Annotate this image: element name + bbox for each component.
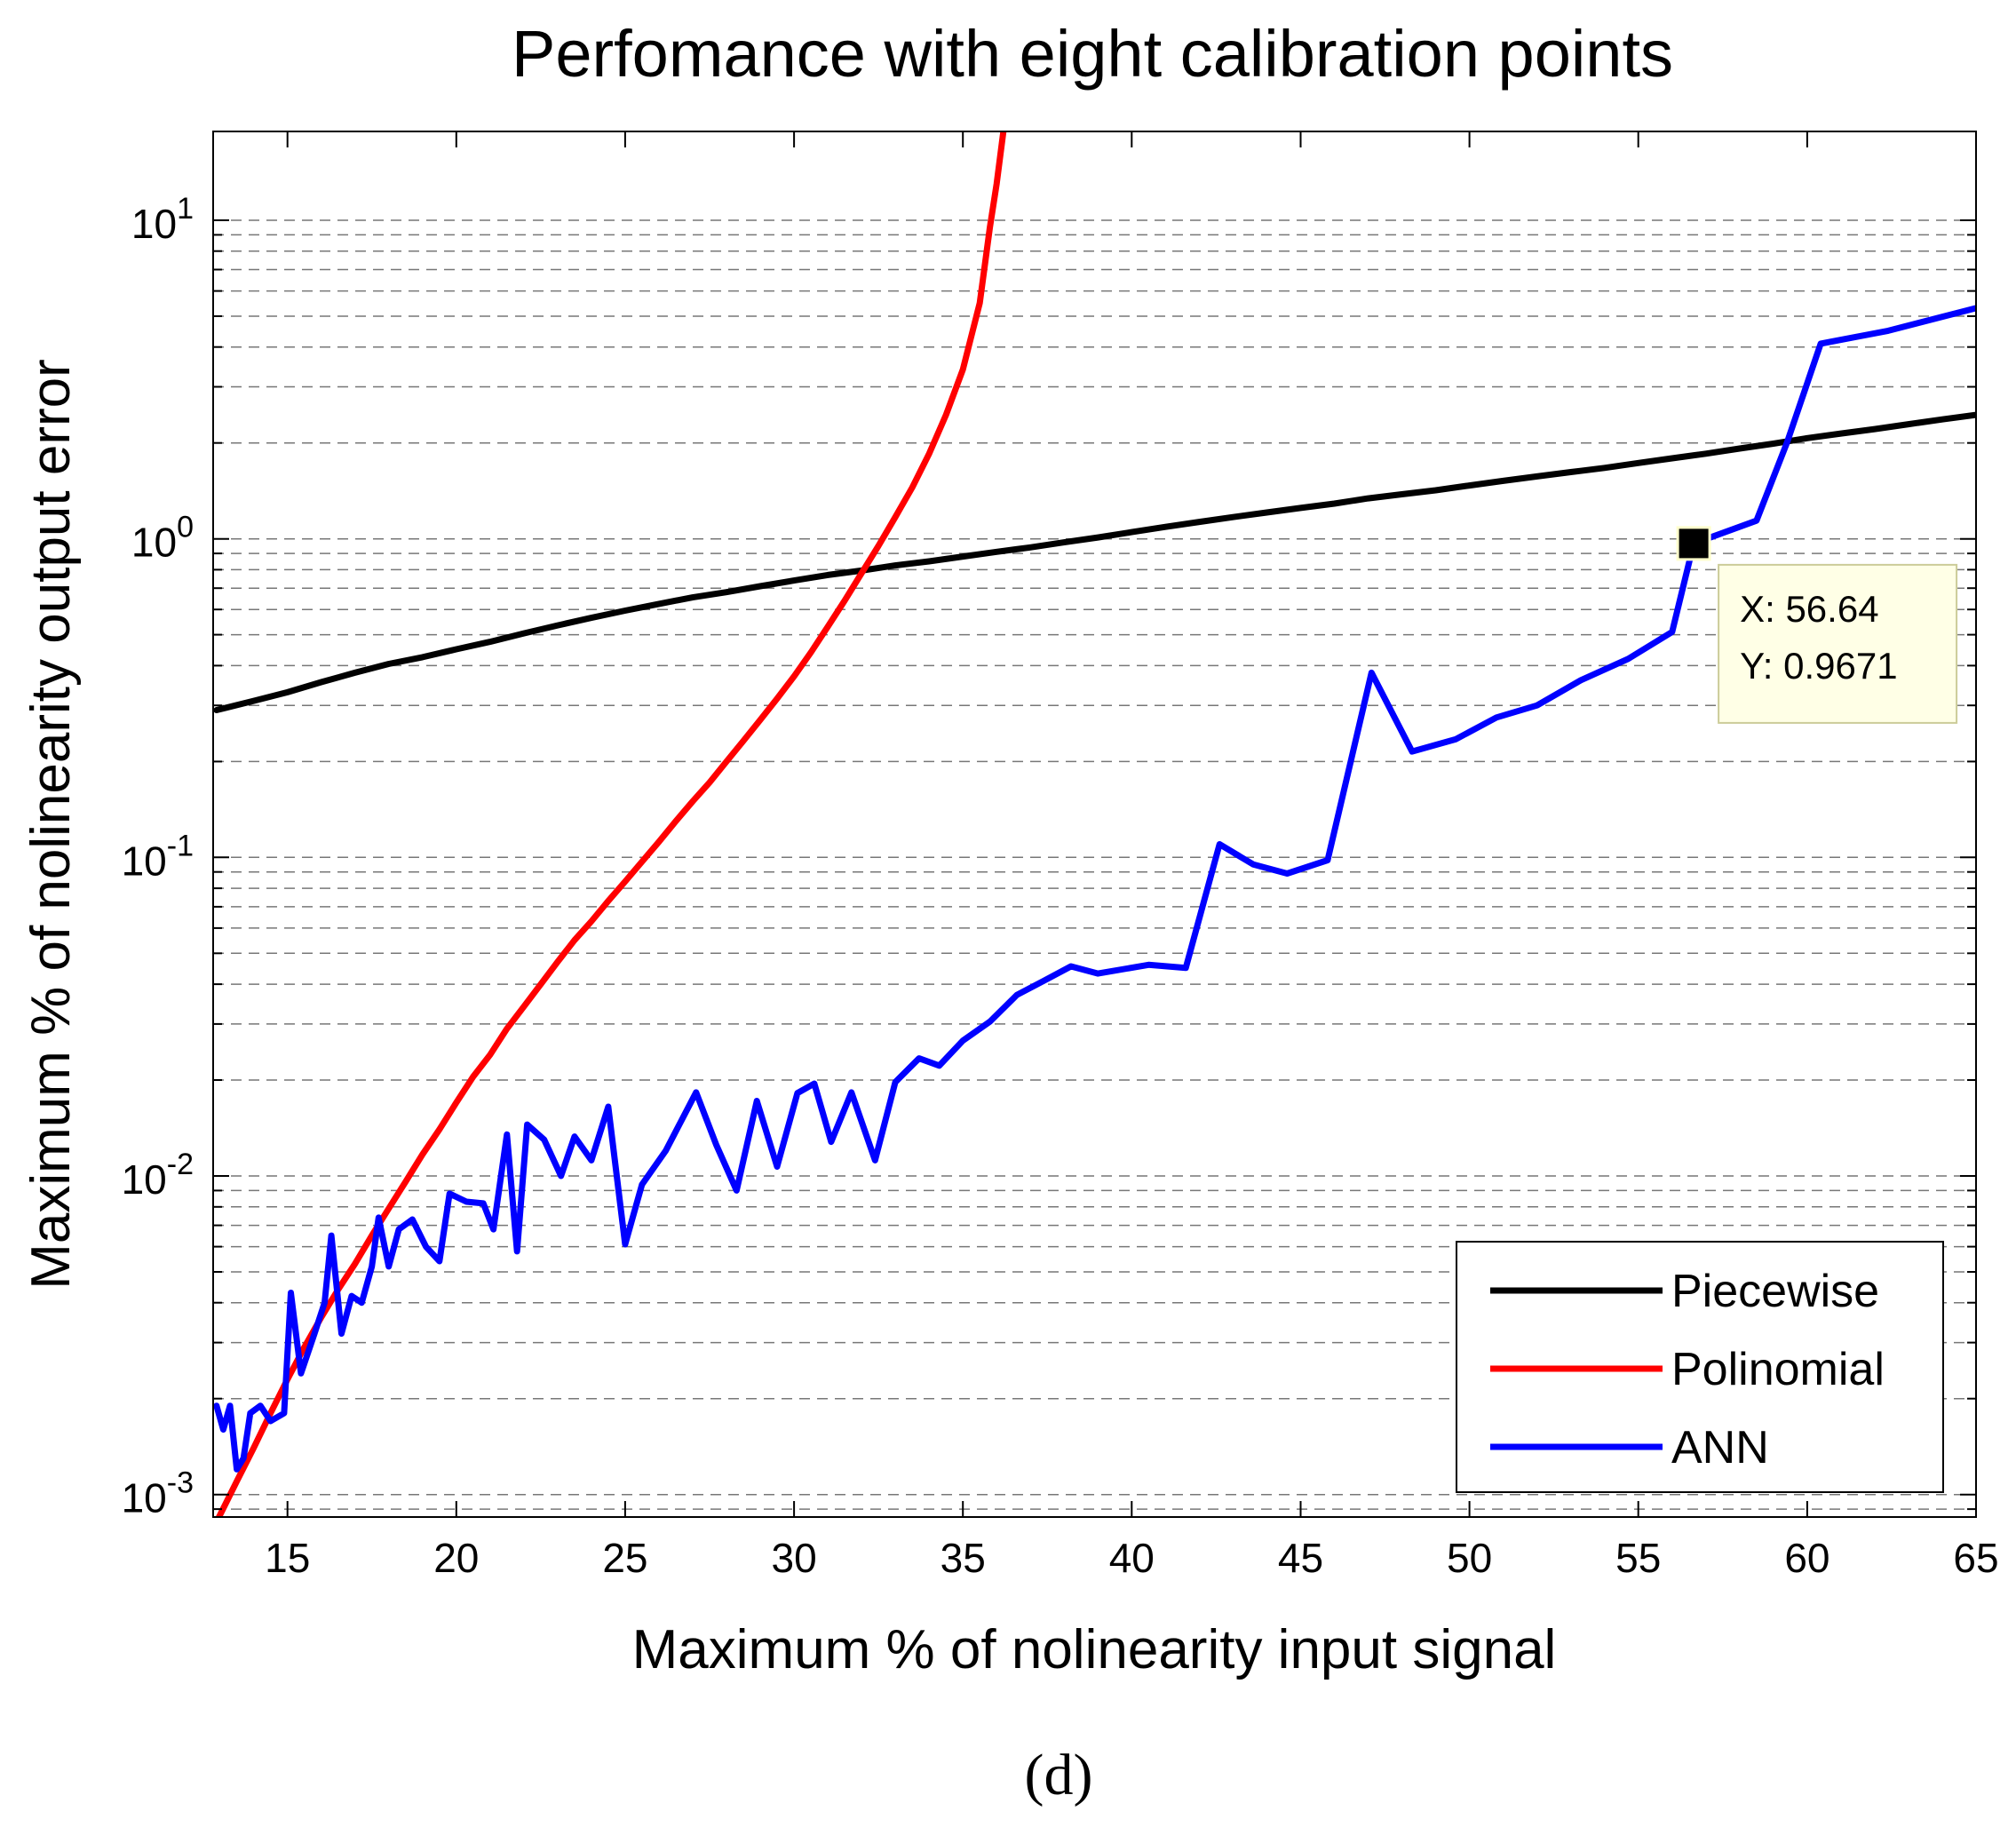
datatip-y-text: Y: 0.9671 <box>1740 645 1898 687</box>
x-tick-label: 40 <box>1109 1535 1155 1581</box>
datatip-box <box>1718 563 1958 724</box>
datatip-x-text: X: 56.64 <box>1740 588 1878 630</box>
legend: Piecewise Polinomial ANN <box>1456 1241 1944 1493</box>
x-tick-label: 35 <box>941 1535 986 1581</box>
legend-label-piecewise: Piecewise <box>1671 1266 1879 1317</box>
y-tick-label: 10-3 <box>122 1466 194 1521</box>
y-tick-label: 10-2 <box>122 1148 194 1203</box>
x-tick-label: 55 <box>1615 1535 1661 1581</box>
datatip-layer: X: 56.64 Y: 0.9671 <box>1676 526 1958 724</box>
x-tick-label: 25 <box>602 1535 647 1581</box>
x-tick-label: 45 <box>1278 1535 1323 1581</box>
y-axis-label: Maximum % of nolinearity output error <box>20 359 82 1290</box>
x-tick-label: 65 <box>1953 1535 1998 1581</box>
series-layer <box>213 131 1976 1517</box>
y-tick-label: 100 <box>131 511 194 566</box>
x-tick-label: 15 <box>265 1535 310 1581</box>
datatip-marker[interactable] <box>1676 526 1711 561</box>
series-line-ann <box>213 305 1976 1473</box>
x-tick-label: 20 <box>433 1535 479 1581</box>
x-axis-label: Maximum % of nolinearity input signal <box>632 1619 1557 1680</box>
x-tick-label: 50 <box>1447 1535 1492 1581</box>
axis-ticks: 15 20 25 30 35 40 45 50 55 60 65 10-3 10-2 10-1 100 101 <box>122 131 1999 1581</box>
figure-caption: (d) <box>1025 1743 1093 1807</box>
plot-frame <box>212 131 1977 1518</box>
y-tick-label: 101 <box>131 192 194 247</box>
series-line-piecewise <box>213 411 1976 713</box>
series-line-polinomial <box>215 131 1007 1517</box>
chart-title: Perfomance with eight calibration points <box>512 17 1673 91</box>
x-tick-label: 30 <box>772 1535 817 1581</box>
legend-label-polinomial: Polinomial <box>1671 1344 1885 1395</box>
legend-label-ann: ANN <box>1671 1422 1769 1474</box>
x-tick-label: 60 <box>1784 1535 1829 1581</box>
y-tick-label: 10-1 <box>122 829 194 884</box>
